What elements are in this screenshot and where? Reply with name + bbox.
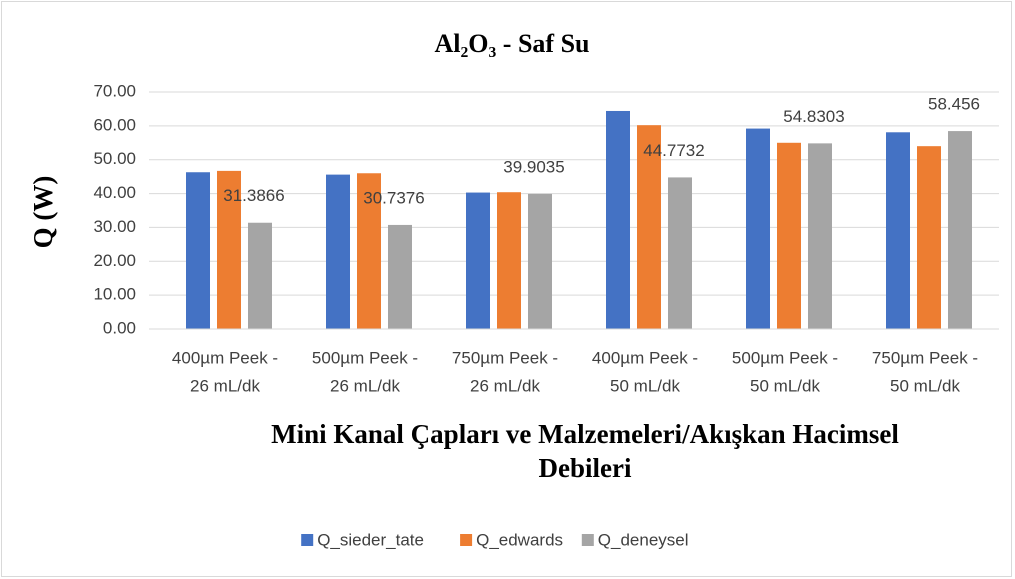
legend-swatch [301, 534, 314, 546]
bar [357, 173, 381, 329]
data-label: 39.9035 [503, 157, 564, 176]
legend-label: Q_sieder_tate [317, 530, 424, 549]
x-tick-label: 26 mL/dk [190, 376, 260, 395]
y-tick-label: 10.00 [93, 285, 136, 304]
x-tick-label: 50 mL/dk [610, 376, 680, 395]
y-tick-label: 50.00 [93, 149, 136, 168]
bar [497, 192, 521, 329]
data-label: 58.456 [928, 95, 980, 114]
legend-swatch [581, 534, 594, 546]
bar [808, 143, 832, 329]
x-tick-label: 400µm Peek - [172, 348, 278, 367]
bar [917, 146, 941, 329]
bar [777, 142, 801, 329]
x-tick-label: 26 mL/dk [330, 376, 400, 395]
x-tick-label: 400µm Peek - [592, 348, 698, 367]
bar [637, 125, 661, 330]
data-label: 30.7376 [363, 188, 424, 207]
bar [606, 110, 630, 330]
data-label: 54.8303 [783, 107, 844, 126]
x-tick-label: 50 mL/dk [750, 376, 820, 395]
legend-label: Q_deneysel [598, 530, 689, 549]
x-tick-label: 500µm Peek - [312, 348, 418, 367]
bar [248, 222, 272, 329]
bar [186, 172, 210, 329]
data-label: 31.3866 [223, 186, 284, 205]
bar [948, 131, 972, 329]
x-axis-title: Mini Kanal Çapları ve Malzemeleri/Akışka… [271, 419, 899, 449]
x-tick-label: 750µm Peek - [872, 348, 978, 367]
y-tick-label: 70.00 [93, 81, 136, 100]
chart-title: Al₂O₃ - Saf Su [434, 29, 589, 58]
x-tick-label: 500µm Peek - [732, 348, 838, 367]
y-axis-title: Q (W) [28, 176, 58, 249]
legend-label: Q_edwards [476, 530, 563, 549]
bar [886, 132, 910, 329]
bar [388, 224, 412, 329]
x-tick-label: 26 mL/dk [470, 376, 540, 395]
y-tick-label: 30.00 [93, 217, 136, 236]
x-tick-label: 50 mL/dk [890, 376, 960, 395]
y-tick-label: 40.00 [93, 183, 136, 202]
x-axis-title: Debileri [539, 453, 632, 483]
y-tick-label: 0.00 [103, 318, 136, 337]
bar [746, 128, 770, 329]
bar [466, 192, 490, 329]
y-tick-label: 20.00 [93, 251, 136, 270]
bar [217, 170, 241, 329]
legend-swatch [460, 534, 473, 546]
bar [668, 177, 692, 329]
data-label: 44.7732 [643, 141, 704, 160]
bar [528, 193, 552, 329]
bar [326, 174, 350, 329]
x-tick-label: 750µm Peek - [452, 348, 558, 367]
y-tick-label: 60.00 [93, 115, 136, 134]
